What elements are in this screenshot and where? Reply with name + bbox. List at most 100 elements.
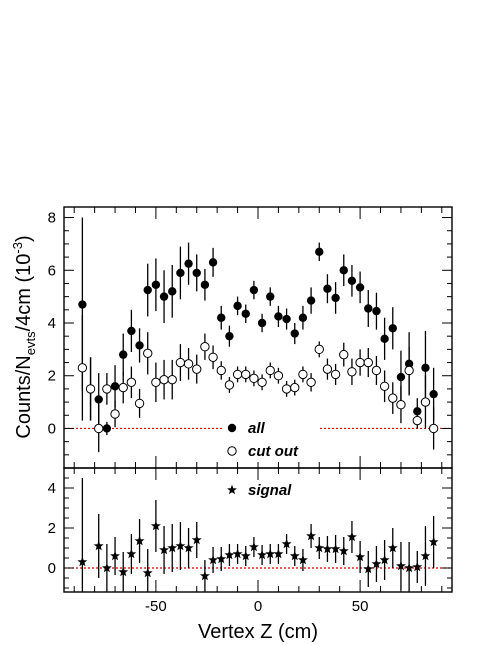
cut-out-point	[339, 349, 349, 360]
top-y-tick-label: 2	[48, 368, 56, 385]
cut-out-point	[404, 365, 414, 376]
signal-point	[404, 562, 415, 573]
signal-point	[396, 560, 406, 571]
cut-out-point	[281, 384, 292, 394]
cut-out-point	[94, 423, 104, 434]
cut-out-point	[110, 409, 120, 419]
cut-out-point	[355, 357, 365, 368]
all-point	[241, 309, 250, 318]
cut-out-point	[388, 393, 398, 403]
all-point	[396, 372, 406, 382]
cut-out-point	[257, 377, 267, 388]
all-point	[429, 389, 438, 399]
signal-point	[134, 535, 145, 546]
signal-point	[257, 549, 268, 560]
cut-out-point	[363, 357, 373, 368]
signal-point	[265, 548, 276, 559]
top-y-tick-label: 0	[48, 420, 56, 437]
cut-out-point	[134, 398, 145, 409]
y-axis-title-subscript: evts	[23, 331, 38, 355]
signal-point	[314, 542, 325, 553]
all-point	[119, 350, 128, 359]
signal-point	[101, 562, 112, 573]
all-point	[225, 331, 234, 341]
signal-point	[412, 561, 423, 572]
cut-out-point	[102, 384, 112, 394]
signal-point	[240, 550, 251, 561]
all-point	[233, 301, 242, 311]
signal-point	[224, 549, 235, 560]
signal-point	[183, 542, 194, 553]
cut-out-point	[428, 423, 439, 434]
cut-out-point	[167, 374, 177, 385]
all-point	[257, 318, 267, 328]
all-point	[347, 276, 357, 286]
signal-point	[167, 542, 178, 553]
all-point	[388, 324, 397, 333]
x-tick-label: 50	[352, 598, 369, 615]
all-point	[372, 306, 381, 316]
cut-out-point	[118, 382, 128, 393]
cut-out-point	[192, 364, 202, 374]
signal-point	[338, 545, 349, 556]
all-point	[159, 292, 169, 301]
signal-point	[297, 554, 308, 565]
all-point	[266, 292, 275, 301]
cut-out-point	[216, 365, 226, 376]
all-point	[290, 329, 299, 338]
y-axis-title-superscript: -3	[10, 242, 25, 254]
top-panel-ticks: 0 2 4 6 8	[48, 207, 452, 469]
bottom-y-tick-label: 4	[48, 480, 56, 497]
cut-out-point	[85, 384, 96, 394]
cut-out-point	[396, 400, 406, 410]
cut-out-point	[298, 369, 308, 380]
signal-point	[126, 548, 137, 559]
x-tick-label: -50	[145, 598, 167, 615]
top-y-tick-label: 6	[48, 262, 56, 279]
cut-out-point	[330, 369, 341, 380]
cut-out-point	[208, 352, 218, 362]
all-point	[339, 266, 348, 275]
cut-out-point	[379, 381, 390, 391]
all-point	[421, 363, 430, 373]
legend-background	[222, 418, 318, 462]
all-point	[78, 300, 87, 309]
legend-all-marker	[227, 423, 237, 433]
all-point	[200, 280, 210, 289]
signal-point	[371, 558, 382, 569]
y-axis-title-close: )	[13, 235, 35, 242]
signal-point	[306, 530, 317, 541]
cut-out-point	[232, 369, 243, 380]
signal-point	[232, 548, 243, 559]
signal-point	[208, 554, 219, 565]
signal-point	[273, 548, 284, 559]
bottom-y-tick-label: 2	[48, 520, 56, 537]
cut-out-point	[306, 377, 316, 388]
cut-out-point	[159, 374, 169, 385]
cut-out-point	[224, 380, 235, 390]
signal-point	[199, 570, 210, 581]
signal-point	[379, 554, 390, 565]
all-point	[135, 341, 144, 350]
all-point	[315, 247, 324, 257]
all-point	[151, 280, 161, 289]
cut-out-point	[347, 367, 357, 377]
signal-point	[428, 536, 439, 547]
all-point	[355, 283, 365, 292]
cut-out-point	[420, 397, 431, 407]
signal-point	[363, 563, 374, 574]
cut-out-point	[412, 415, 422, 426]
x-tick-label: 0	[254, 598, 262, 615]
cut-out-point	[143, 348, 153, 359]
signal-point	[281, 538, 292, 549]
all-point	[208, 258, 218, 267]
signal-point	[216, 553, 227, 564]
legend-cut-out-marker	[227, 446, 237, 456]
signal-point	[387, 542, 398, 553]
cut-out-point	[273, 371, 284, 381]
signal-point	[118, 566, 129, 577]
signal-point	[77, 556, 88, 567]
all-point	[217, 313, 226, 322]
y-axis-title-rest: /4cm (10	[13, 254, 35, 332]
